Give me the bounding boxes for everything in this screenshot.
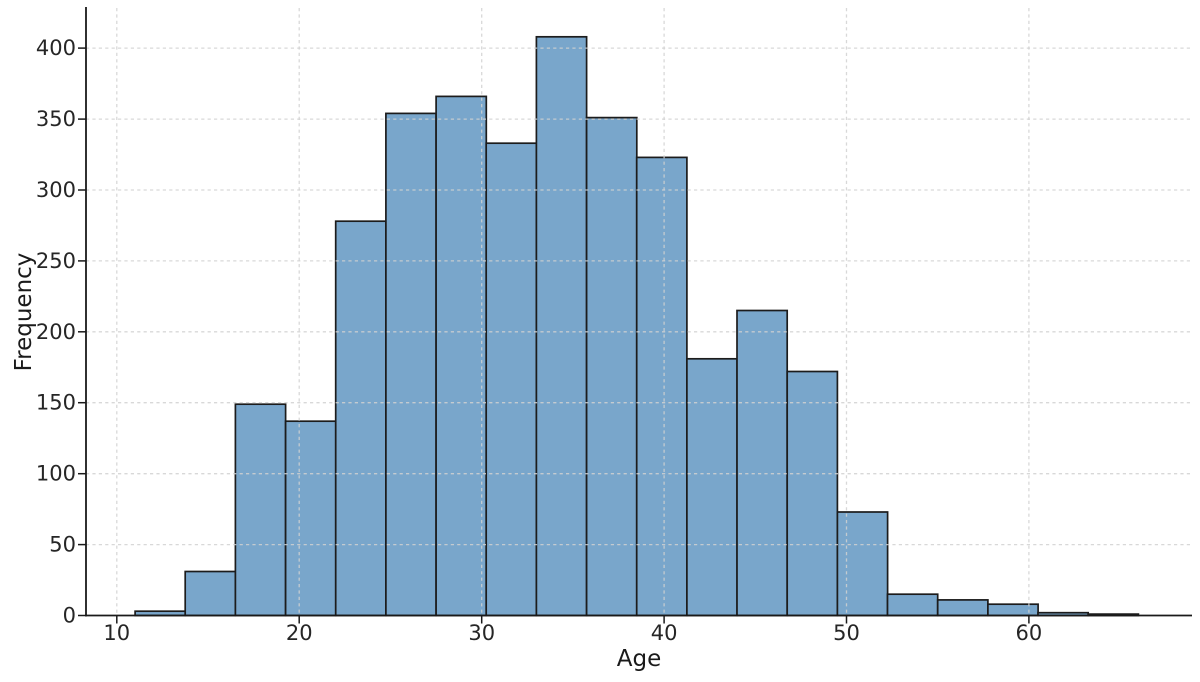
x-tick-label: 20 [286, 621, 313, 645]
y-tick-label: 200 [36, 320, 76, 344]
histogram-bars [134, 35, 1140, 617]
x-tick-label: 60 [1016, 621, 1043, 645]
histogram-bar [936, 599, 989, 617]
axis-spines [85, 7, 1192, 617]
histogram-bar [585, 116, 638, 617]
histogram-bar [686, 357, 738, 617]
histogram-bar [987, 603, 1039, 617]
histogram-bar [736, 309, 789, 617]
y-tick-label: 150 [36, 391, 76, 415]
x-axis-label: Age [617, 646, 661, 672]
axis-tick-labels: 10 20 30 40 50 60 0 50 100 150 200 250 300 350 400 [36, 36, 1042, 645]
histogram-bar [836, 511, 889, 617]
y-tick-label: 250 [36, 249, 76, 273]
histogram-bar [535, 35, 588, 617]
y-tick-label: 0 [63, 604, 76, 628]
x-tick-label: 10 [103, 621, 130, 645]
x-tick-label: 40 [651, 621, 678, 645]
histogram-bar [184, 570, 237, 617]
y-tick-label: 300 [36, 178, 76, 202]
y-tick-label: 100 [36, 462, 76, 486]
y-tick-label: 50 [49, 533, 76, 557]
x-tick-label: 30 [468, 621, 495, 645]
histogram-bar [334, 220, 387, 617]
histogram-bar [786, 370, 839, 617]
y-tick-label: 350 [36, 107, 76, 131]
histogram-bar [234, 403, 287, 617]
histogram-bar [886, 593, 939, 617]
grid-lines [86, 8, 1192, 616]
x-tick-label: 50 [833, 621, 860, 645]
axis-ticks [78, 47, 1030, 624]
histogram-bar [635, 156, 688, 617]
histogram-bar [284, 420, 337, 617]
y-axis-label: Frequency [11, 253, 37, 372]
histogram-bar [385, 112, 437, 617]
y-tick-label: 400 [36, 36, 76, 60]
histogram-bar [435, 95, 488, 617]
